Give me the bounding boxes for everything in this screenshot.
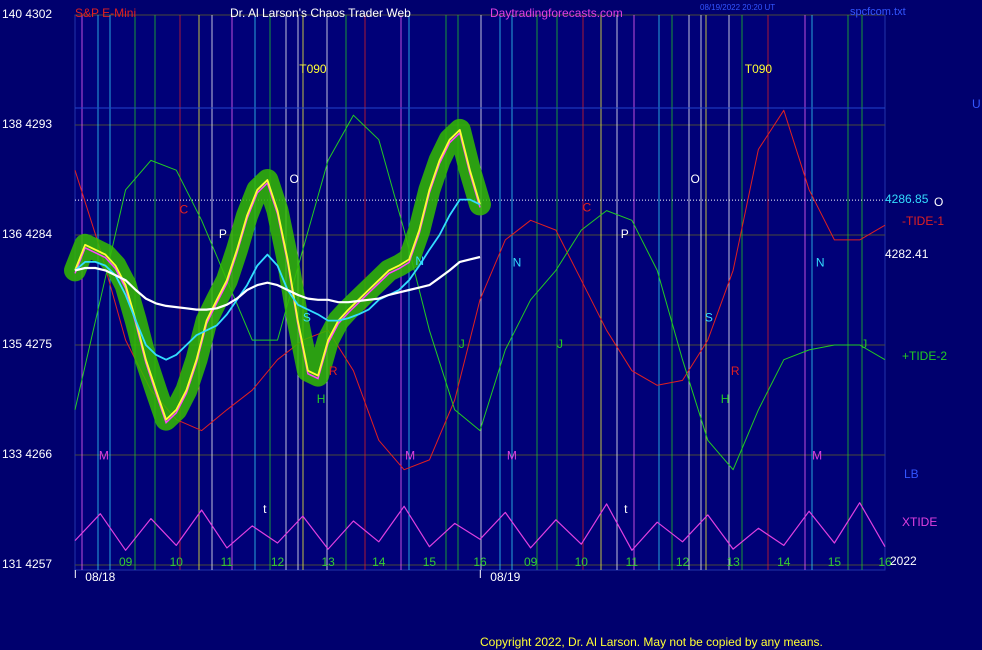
date-label: 08/18	[85, 570, 115, 584]
annotation: t	[263, 502, 267, 516]
site: Daytradingforecasts.com	[490, 6, 623, 20]
series-line	[74, 255, 481, 311]
annotation: S	[303, 310, 311, 324]
series	[64, 109, 886, 551]
series-line	[74, 198, 481, 361]
annotation: P	[621, 227, 629, 241]
y-tick-label: 133 4266	[2, 447, 52, 461]
series-line	[74, 502, 886, 551]
x-tick-label: 12	[676, 555, 690, 569]
reference-mark: O	[934, 195, 943, 209]
annotation: t	[624, 502, 628, 516]
annotation: N	[415, 254, 424, 268]
x-tick-label: 11	[626, 555, 639, 569]
annotation: N	[513, 255, 522, 269]
y-tick-label: 135 4275	[2, 337, 52, 351]
annotation: P	[219, 227, 227, 241]
annotation: R	[329, 364, 338, 378]
x-tick-label: 10	[170, 555, 184, 569]
annotation: C	[180, 203, 189, 217]
instrument: S&P E-Mini	[75, 6, 136, 20]
x-tick-label: 09	[524, 555, 538, 569]
annotation: T090	[745, 62, 773, 76]
plot-area	[74, 14, 886, 571]
series-label: -TIDE-1	[902, 214, 944, 228]
x-tick-label: 11	[221, 555, 234, 569]
y-tick-label: 136 4284	[2, 227, 52, 241]
annotation: M	[99, 448, 109, 462]
series-line	[74, 114, 886, 471]
x-tick-label: 10	[575, 555, 589, 569]
x-tick-label: 14	[372, 555, 386, 569]
annotation: O	[290, 172, 299, 186]
x-tick-label: 13	[321, 555, 335, 569]
date-label: 08/19	[490, 570, 520, 584]
annotation: N	[816, 255, 825, 269]
annotation: H	[721, 392, 730, 406]
copyright: Copyright 2022, Dr. Al Larson. May not b…	[480, 635, 823, 649]
annotation: H	[317, 392, 326, 406]
side-label: LB	[904, 467, 919, 481]
chart-title: Dr. Al Larson's Chaos Trader Web	[230, 6, 411, 20]
annotation: J	[557, 337, 563, 351]
annotation: M	[507, 448, 517, 462]
annotation: J	[861, 337, 867, 351]
annotation: M	[405, 448, 415, 462]
y-tick-label: 140 4302	[2, 7, 52, 21]
y-tick-label: 131 4257	[2, 557, 52, 571]
labels: 140 4302 138 4293 136 4284 135 4275 133 4266…	[2, 7, 892, 584]
x-tick-label: 16	[473, 555, 487, 569]
annotation: R	[731, 364, 740, 378]
x-tick-label: 16	[878, 555, 892, 569]
series-label: XTIDE	[902, 515, 937, 529]
series-line	[74, 109, 886, 471]
x-tick-label: 14	[777, 555, 791, 569]
file-name: spcfcom.txt	[850, 6, 906, 18]
x-tick-label: 13	[726, 555, 740, 569]
series-label: +TIDE-2	[902, 349, 947, 363]
x-tick-label: 15	[828, 555, 842, 569]
annotation: J	[459, 337, 465, 351]
annotation: M	[812, 448, 822, 462]
last-price: 4282.41	[885, 247, 929, 261]
y-tick-label: 138 4293	[2, 117, 52, 131]
reference-label: 4286.85	[885, 192, 929, 206]
annotation: T090	[299, 62, 327, 76]
series-line	[74, 129, 481, 421]
side-label: U	[972, 97, 981, 111]
x-tick-label: 12	[271, 555, 285, 569]
annotation: O	[690, 172, 699, 186]
x-tick-label: 09	[119, 555, 133, 569]
annotation: C	[582, 200, 591, 214]
x-tick-label: 15	[423, 555, 437, 569]
annotation: S	[705, 310, 713, 324]
timestamp: 08/19/2022 20:20 UT	[700, 3, 775, 12]
year: 2022	[890, 554, 917, 568]
